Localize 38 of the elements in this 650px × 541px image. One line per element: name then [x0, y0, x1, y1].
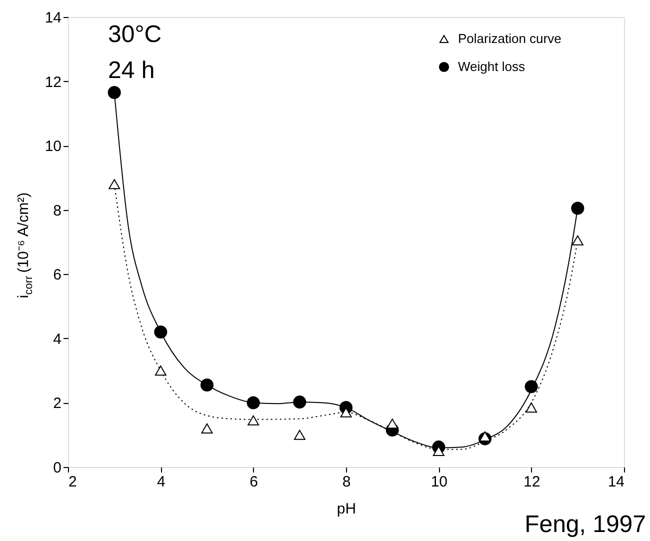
point: [108, 86, 121, 100]
x-tick-label: 12: [523, 474, 540, 490]
point: [386, 418, 398, 429]
point: [571, 202, 584, 215]
x-tick-label: 6: [250, 474, 258, 490]
point: [201, 423, 213, 434]
point: [246, 396, 260, 410]
point: [524, 380, 538, 394]
legend-label: Weight loss: [458, 59, 526, 74]
y-tick-label: 8: [53, 202, 62, 220]
x-tick-label: 10: [430, 474, 448, 490]
legend-label: Polarization curve: [458, 31, 562, 46]
y-axis-title: icorr (10⁻⁶ A/cm²): [15, 192, 35, 298]
point: [200, 378, 214, 392]
x-tick-label: 2: [68, 474, 77, 490]
annotation: 30°C: [108, 21, 162, 48]
point: [108, 179, 120, 190]
y-tick-label: 2: [53, 395, 62, 412]
point: [248, 415, 260, 426]
point: [154, 366, 166, 376]
point: [154, 325, 168, 339]
y-tick-label: 12: [44, 74, 62, 91]
x-axis-title: pH: [336, 500, 356, 518]
y-tick-label: 14: [44, 10, 62, 26]
point: [293, 396, 306, 409]
y-tick-label: 0: [53, 460, 62, 476]
x-tick-label: 4: [156, 474, 166, 490]
point: [572, 235, 584, 246]
point: [526, 402, 538, 413]
y-tick-label: 6: [53, 266, 62, 284]
y-tick-label: 10: [44, 138, 62, 156]
text: Feng, 1997: [524, 511, 646, 538]
x-tick-label: 14: [608, 474, 624, 490]
y-tick-label: 4: [53, 330, 62, 348]
x-tick-label: 8: [342, 474, 351, 490]
annotation: 24 h: [108, 57, 155, 84]
point: [294, 430, 306, 440]
point: [479, 431, 491, 442]
